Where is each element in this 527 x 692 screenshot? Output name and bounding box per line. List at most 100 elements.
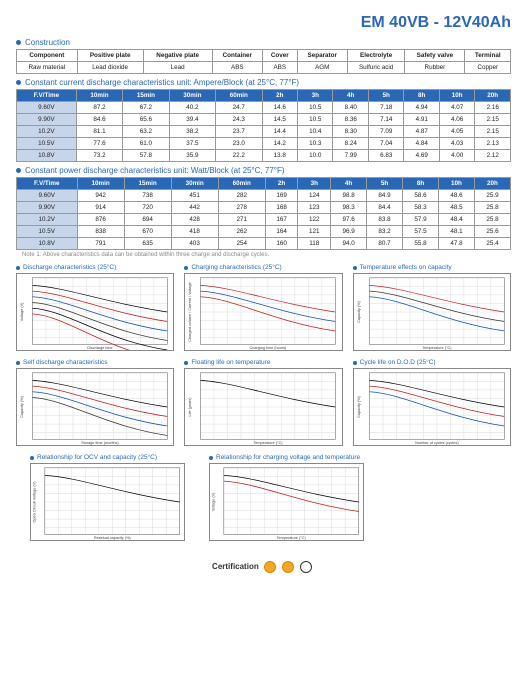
table-cell: 97.6 <box>331 214 367 226</box>
chart-box: Charging characteristics (25°C)Charging … <box>184 264 342 353</box>
chart-svg: Discharge timeVoltage (V) <box>16 273 174 351</box>
chart-svg: Temperature (°C)Voltage (V) <box>209 463 364 541</box>
svg-text:Life (years): Life (years) <box>188 397 192 417</box>
table-header: 15min <box>123 90 169 102</box>
cert-badge-icon <box>264 561 276 573</box>
table-cell: 10.2V <box>17 126 77 138</box>
chart-title: Relationship for charging voltage and te… <box>209 454 364 461</box>
table-cell: 87.2 <box>76 102 122 114</box>
table-cell: Sulfuric acid <box>348 62 405 74</box>
svg-text:Open Circuit Voltage (V): Open Circuit Voltage (V) <box>32 481 36 523</box>
table-cell: 25.8 <box>474 214 510 226</box>
table-cell: 4.05 <box>439 126 474 138</box>
table-header: Negative plate <box>143 50 212 62</box>
table-cell: 442 <box>171 202 218 214</box>
table-cell: 38.2 <box>169 126 215 138</box>
table-cell: 942 <box>77 190 124 202</box>
table-cell: 14.4 <box>262 126 297 138</box>
table-cell: 10.4 <box>298 126 333 138</box>
table-cell: 23.0 <box>216 138 262 150</box>
table-cell: 25.8 <box>474 202 510 214</box>
table-cell: 10.5V <box>17 138 77 150</box>
table-cell: Copper <box>465 62 511 74</box>
table-cell: 8.30 <box>333 126 368 138</box>
svg-text:Temperature (°C): Temperature (°C) <box>277 536 307 540</box>
table-header: Separator <box>297 50 347 62</box>
table-cell: 4.91 <box>404 114 439 126</box>
table-cell: 168 <box>265 202 298 214</box>
table-cell: 10.0 <box>298 150 333 162</box>
table-header: Container <box>212 50 262 62</box>
table-cell: 876 <box>77 214 124 226</box>
table-cell: 14.5 <box>262 114 297 126</box>
table-cell: 160 <box>265 238 298 250</box>
table-cell: 63.2 <box>123 126 169 138</box>
table-cell: 58.3 <box>403 202 439 214</box>
chart-box: Temperature effects on capacityTemperatu… <box>353 264 511 353</box>
table-header: 20h <box>474 178 510 190</box>
cert-badge-icon <box>300 561 312 573</box>
svg-text:Residual capacity (%): Residual capacity (%) <box>94 536 131 540</box>
table-cell: 4.84 <box>404 138 439 150</box>
certification-label: Certification <box>212 562 259 571</box>
table-cell: 55.8 <box>403 238 439 250</box>
table-header: 3h <box>298 178 331 190</box>
table-cell: 278 <box>218 202 265 214</box>
table-row: 10.8V79163540325416011894.080.755.847.82… <box>17 238 511 250</box>
table-cell: 25.6 <box>474 226 510 238</box>
table-cell: 10.3 <box>298 138 333 150</box>
table-header: 2h <box>265 178 298 190</box>
table-cell: 7.18 <box>368 102 403 114</box>
table-cell: 4.94 <box>404 102 439 114</box>
svg-text:Capacity (%): Capacity (%) <box>20 395 24 417</box>
table-cell: 169 <box>265 190 298 202</box>
table-cell: 83.8 <box>367 214 403 226</box>
table-cell: 13.8 <box>262 150 297 162</box>
table-cell: 4.87 <box>404 126 439 138</box>
svg-text:Voltage (V): Voltage (V) <box>20 302 24 322</box>
chart-box: Floating life on temperatureTemperature … <box>184 359 342 448</box>
table-header: Positive plate <box>77 50 143 62</box>
table-cell: 98.8 <box>331 190 367 202</box>
table-cell: 48.1 <box>438 226 474 238</box>
table-cell: 2.16 <box>475 102 511 114</box>
table-cell: 271 <box>218 214 265 226</box>
table-header: Component <box>17 50 78 62</box>
table-cell: 2.15 <box>475 126 511 138</box>
table-cell: 451 <box>171 190 218 202</box>
chart-title: Floating life on temperature <box>184 359 342 366</box>
table-cell: 48.4 <box>438 214 474 226</box>
table-header: Terminal <box>465 50 511 62</box>
table-row: 9.60V87.267.240.224.714.610.58.407.184.9… <box>17 102 511 114</box>
table-header: F.V/Time <box>17 90 77 102</box>
svg-text:Charged volume / Current / Vol: Charged volume / Current / Voltage <box>188 282 192 342</box>
table-cell: 96.9 <box>331 226 367 238</box>
table-cell: 25.4 <box>474 238 510 250</box>
table-cell: 7.99 <box>333 150 368 162</box>
chart-title: Relationship for OCV and capacity (25°C) <box>30 454 185 461</box>
chart-svg: Number of cycles (cycles)Capacity (%) <box>353 368 511 446</box>
table-header: Electrolyte <box>348 50 405 62</box>
table-cell: 791 <box>77 238 124 250</box>
table-cell: 9.60V <box>17 102 77 114</box>
table-cell: 81.1 <box>76 126 122 138</box>
table-cell: Lead <box>143 62 212 74</box>
table-header: 15min <box>124 178 171 190</box>
table-header: 10h <box>438 178 474 190</box>
table-cell: 738 <box>124 190 171 202</box>
table-cell: 22.2 <box>216 150 262 162</box>
chart-svg: Temperature (°C)Capacity (%) <box>353 273 511 351</box>
table-header: 8h <box>404 90 439 102</box>
section-power: Constant power discharge characteristics… <box>16 166 511 175</box>
table-header: 3h <box>298 90 333 102</box>
table-row: 10.8V73.257.835.922.213.810.07.996.834.6… <box>17 150 511 162</box>
current-table: F.V/Time10min15min30min60min2h3h4h5h8h10… <box>16 89 511 162</box>
section-current: Constant current discharge characteristi… <box>16 78 511 87</box>
table-cell: 80.7 <box>367 238 403 250</box>
table-row: 10.2V87669442827116712297.683.857.948.42… <box>17 214 511 226</box>
table-header: 5h <box>368 90 403 102</box>
chart-svg: Storage time (months)Capacity (%) <box>16 368 174 446</box>
table-cell: 84.6 <box>76 114 122 126</box>
svg-text:Charging time (hours): Charging time (hours) <box>250 346 287 350</box>
table-cell: 2.12 <box>475 150 511 162</box>
